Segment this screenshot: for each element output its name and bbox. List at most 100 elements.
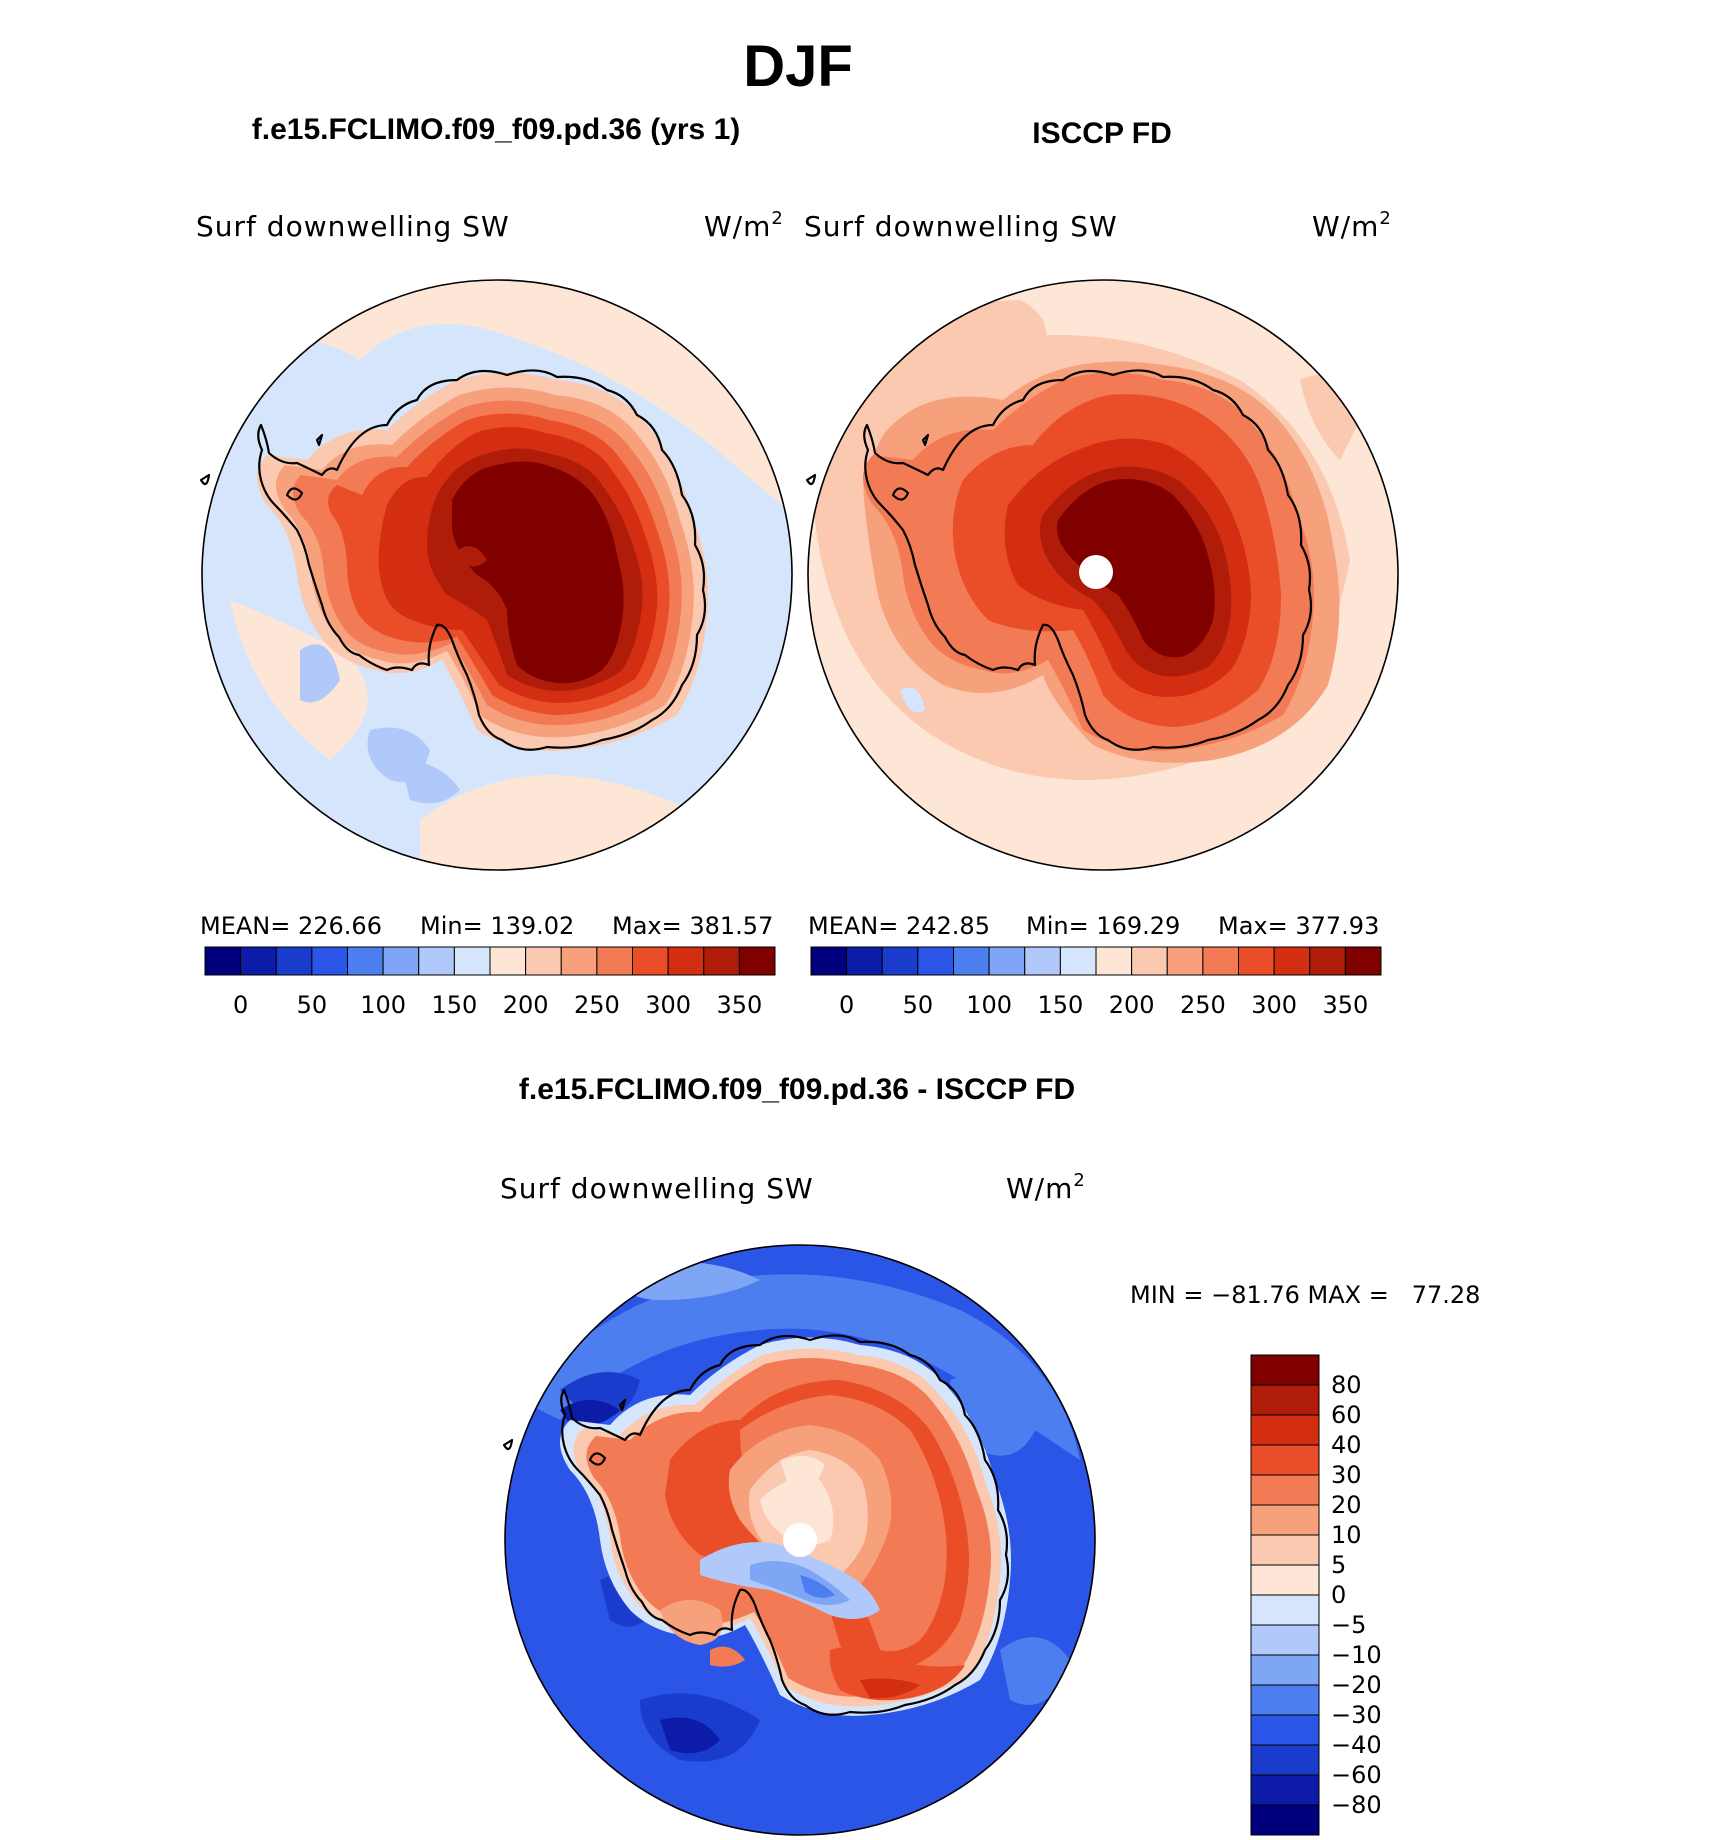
model-colorbar-swatch (560, 946, 598, 976)
diff-colorbar-swatch (1250, 1624, 1320, 1656)
obs-colorbar-swatch (881, 946, 919, 976)
obs-colorbar-swatch (988, 946, 1026, 976)
diff-colorbar-tick-label: −20 (1331, 1671, 1382, 1699)
obs-variable-label: Surf downwelling SW (804, 210, 1118, 243)
model-colorbar-swatch (311, 946, 348, 976)
diff-colorbar-swatch (1250, 1804, 1320, 1836)
obs-colorbar-swatch (917, 946, 954, 976)
diff-colorbar-tick-label: −30 (1331, 1701, 1382, 1729)
obs-colorbar-tick-label: 50 (903, 991, 934, 1019)
model-colorbar-swatch (240, 946, 277, 976)
model-colorbar-swatch (667, 946, 705, 976)
diff-colorbar-tick-label: 30 (1331, 1461, 1362, 1489)
model-min-stat: Min= 139.02 (420, 912, 574, 940)
model-colorbar-tick-label: 250 (574, 991, 620, 1019)
diff-colorbar-tick-label: 10 (1331, 1521, 1362, 1549)
diff-colorbar-swatch (1250, 1744, 1320, 1776)
diff-colorbar-swatch (1250, 1414, 1320, 1446)
diff-colorbar-tick-label: −80 (1331, 1791, 1382, 1819)
model-colorbar-swatch (418, 946, 455, 976)
model-colorbar-swatch (453, 946, 491, 976)
model-colorbar-tick-label: 200 (503, 991, 549, 1019)
diff-colorbar-swatch (1250, 1354, 1320, 1386)
diff-colorbar-swatch (1250, 1384, 1320, 1416)
obs-colorbar-swatch (1024, 946, 1061, 976)
obs-colorbar-swatch (1344, 946, 1382, 976)
diff-colorbar-swatch (1250, 1534, 1320, 1566)
diff-colorbar-swatch (1250, 1594, 1320, 1626)
model-colorbar-swatch (632, 946, 669, 976)
obs-colorbar-swatch (1131, 946, 1168, 976)
obs-mean-stat: MEAN= 242.85 (808, 912, 990, 940)
obs-colorbar-tick-label: 300 (1251, 991, 1297, 1019)
obs-panel-title: ISCCP FD (1032, 117, 1171, 150)
obs-colorbar-tick-label: 350 (1322, 991, 1368, 1019)
diff-colorbar-tick-label: −10 (1331, 1641, 1382, 1669)
obs-colorbar-tick-label: 0 (839, 991, 854, 1019)
model-colorbar-tick-label: 300 (645, 991, 691, 1019)
model-units-label: W/m2 (704, 208, 784, 243)
obs-colorbar-swatch (1095, 946, 1133, 976)
model-colorbar-tick-label: 100 (360, 991, 406, 1019)
model-colorbar-swatch (596, 946, 633, 976)
model-mean-stat: MEAN= 226.66 (200, 912, 382, 940)
obs-colorbar-swatch (1166, 946, 1204, 976)
diff-colorbar-tick-label: −40 (1331, 1731, 1382, 1759)
model-panel-title: f.e15.FCLIMO.f09_f09.pd.36 (yrs 1) (252, 113, 741, 146)
diff-colorbar-tick-label: −5 (1331, 1611, 1366, 1639)
diff-map (502, 1244, 1096, 1836)
diff-colorbar-swatch (1250, 1564, 1320, 1596)
obs-min-stat: Min= 169.29 (1026, 912, 1180, 940)
diff-variable-label: Surf downwelling SW (500, 1172, 814, 1205)
diff-panel-title: f.e15.FCLIMO.f09_f09.pd.36 - ISCCP FD (519, 1073, 1075, 1106)
obs-colorbar-swatch (846, 946, 883, 976)
diff-colorbar-tick-label: 5 (1331, 1551, 1346, 1579)
obs-colorbar-tick-label: 200 (1109, 991, 1155, 1019)
diff-colorbar-tick-label: 20 (1331, 1491, 1362, 1519)
diff-colorbar-swatch (1250, 1504, 1320, 1536)
diff-colorbar-swatch (1250, 1654, 1320, 1686)
model-colorbar-swatch (703, 946, 740, 976)
obs-colorbar: 0 50 100 150 200 250 300 350 (810, 946, 1382, 1019)
model-variable-label: Surf downwelling SW (196, 210, 510, 243)
diff-units-label: W/m2 (1006, 1170, 1086, 1205)
model-colorbar-tick-label: 350 (716, 991, 762, 1019)
figure-title: DJF (743, 34, 853, 99)
diff-colorbar-swatch (1250, 1444, 1320, 1476)
diff-colorbar-tick-label: 60 (1331, 1401, 1362, 1429)
model-colorbar-swatch (275, 946, 313, 976)
model-colorbar-swatch (382, 946, 420, 976)
obs-max-stat: Max= 377.93 (1218, 912, 1379, 940)
model-colorbar-swatch (204, 946, 242, 976)
obs-colorbar-tick-label: 100 (966, 991, 1012, 1019)
obs-colorbar-tick-label: 250 (1180, 991, 1226, 1019)
model-colorbar-tick-label: 0 (233, 991, 248, 1019)
obs-colorbar-swatch (1202, 946, 1239, 976)
obs-colorbar-swatch (1059, 946, 1097, 976)
diff-colorbar-tick-label: 80 (1331, 1371, 1362, 1399)
model-colorbar-swatch (738, 946, 776, 976)
obs-colorbar-swatch (810, 946, 848, 976)
model-colorbar-swatch (347, 946, 384, 976)
diff-colorbar-swatch (1250, 1684, 1320, 1716)
obs-map (805, 279, 1399, 871)
model-map (199, 279, 793, 871)
diff-colorbar-swatch (1250, 1714, 1320, 1746)
obs-units-label: W/m2 (1312, 208, 1392, 243)
diff-minmax-stat: MIN = −81.76 MAX = 77.28 (1130, 1281, 1480, 1309)
obs-colorbar-swatch (1273, 946, 1311, 976)
diff-colorbar-swatch (1250, 1474, 1320, 1506)
model-colorbar-tick-label: 50 (297, 991, 328, 1019)
diff-colorbar-tick-label: 0 (1331, 1581, 1346, 1609)
model-colorbar-swatch (489, 946, 527, 976)
model-max-stat: Max= 381.57 (612, 912, 773, 940)
model-colorbar: 0 50 100 150 200 250 300 350 (204, 946, 776, 1019)
diff-colorbar-tick-label: −60 (1331, 1761, 1382, 1789)
obs-colorbar-tick-label: 150 (1037, 991, 1083, 1019)
diff-colorbar-tick-label: 40 (1331, 1431, 1362, 1459)
obs-colorbar-swatch (1238, 946, 1275, 976)
model-colorbar-swatch (525, 946, 562, 976)
diff-colorbar-swatch (1250, 1774, 1320, 1806)
